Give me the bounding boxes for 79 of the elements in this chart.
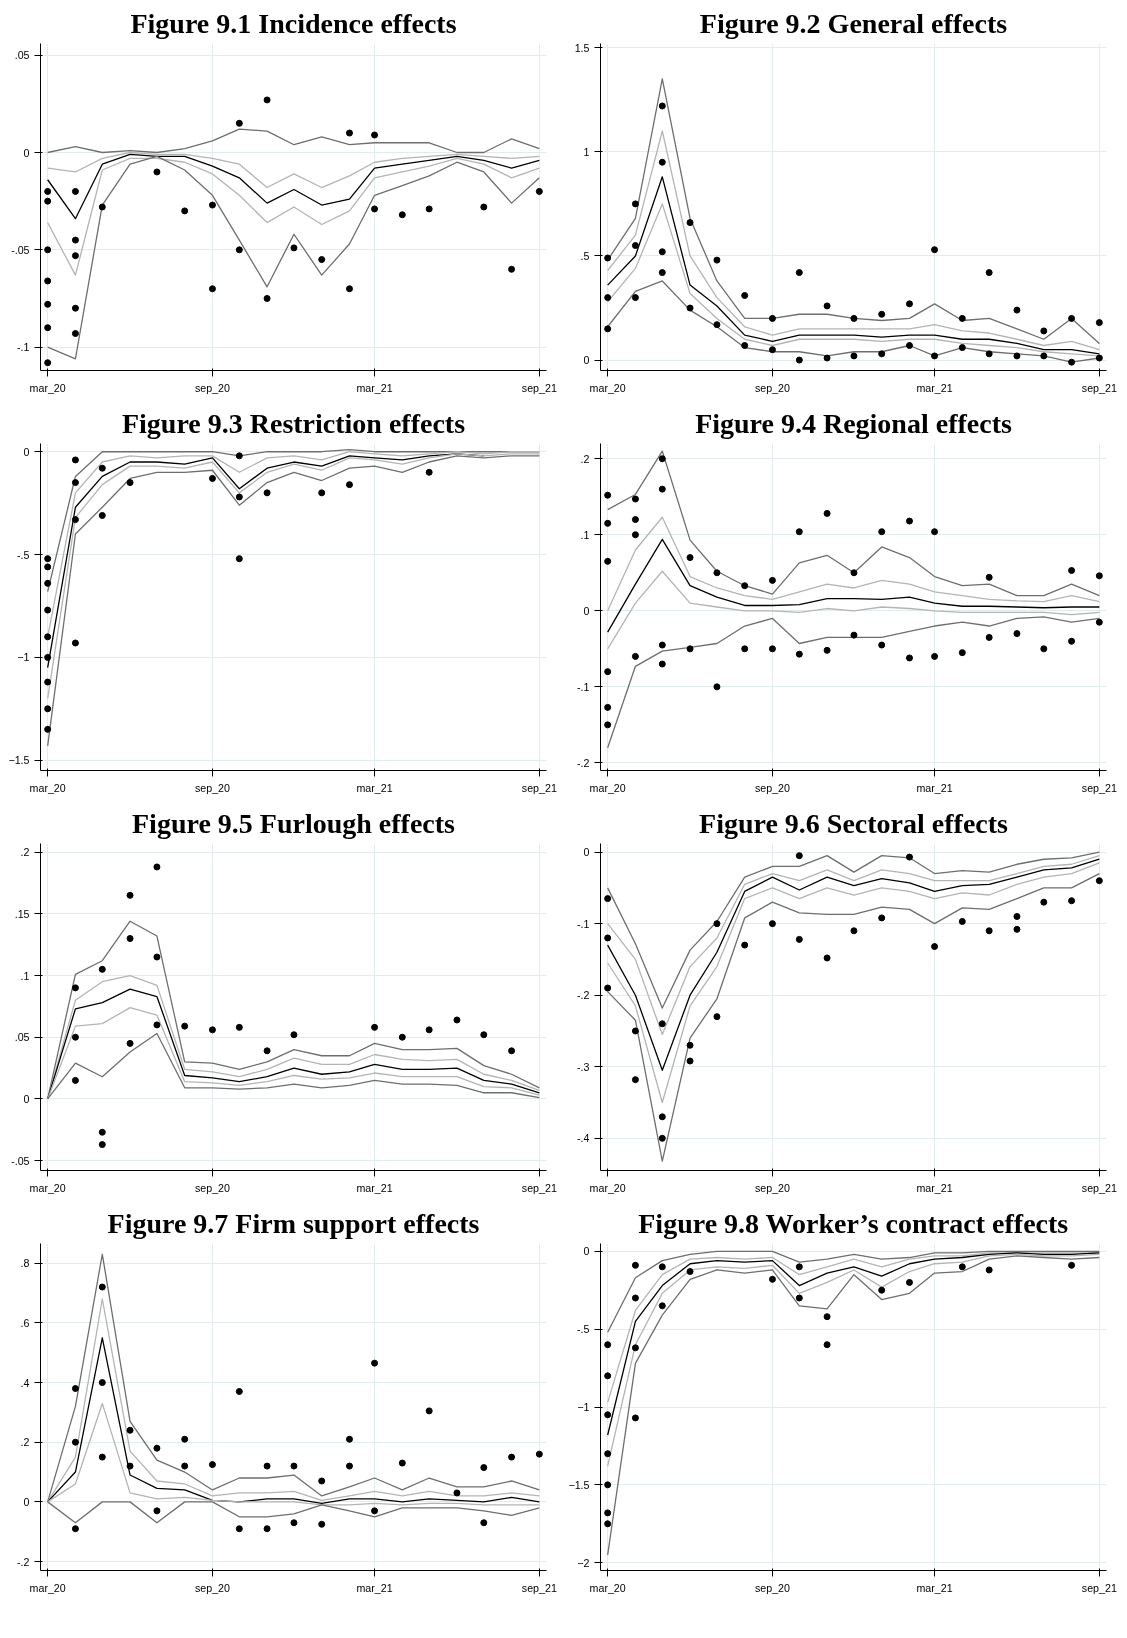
x-tick-label: mar_20 (589, 1581, 626, 1594)
y-tick-label: .15 (14, 907, 30, 920)
y-tick-label: 0 (23, 1495, 30, 1508)
x-tick-label: mar_20 (29, 1181, 66, 1194)
y-tick-label: .6 (20, 1316, 30, 1329)
y-tick-label: 0 (583, 846, 590, 859)
y-tick-label: .1 (580, 528, 590, 541)
x-tick-label: mar_20 (589, 1181, 626, 1194)
y-tick-label: −1.5 (8, 754, 30, 767)
y-tick-label: .5 (580, 249, 590, 262)
y-tick-label: .8 (20, 1257, 30, 1270)
x-tick-label: mar_21 (916, 1181, 953, 1194)
y-tick-label: -.05 (11, 1154, 30, 1167)
y-tick-label: −1.5 (568, 1478, 590, 1491)
y-tick-label: .05 (14, 49, 30, 62)
y-tick-label: .4 (20, 1376, 30, 1389)
y-tick-label: 0 (23, 445, 30, 458)
y-tick-label: −1 (17, 651, 30, 664)
x-tick-label: sep_20 (194, 1581, 230, 1594)
y-tick-label: -.2 (17, 1555, 30, 1568)
x-tick-label: mar_21 (916, 1581, 953, 1594)
x-tick-label: mar_21 (916, 381, 953, 394)
x-tick-label: sep_21 (1081, 1181, 1117, 1194)
x-tick-label: sep_21 (521, 381, 557, 394)
x-tick-label: sep_21 (521, 1581, 557, 1594)
y-tick-label: 1.5 (574, 41, 590, 54)
y-tick-label: .1 (20, 969, 30, 982)
x-tick-label: mar_20 (29, 781, 66, 794)
y-tick-label: -.05 (11, 243, 30, 256)
y-tick-label: .05 (14, 1031, 30, 1044)
chart-title: Figure 9.1 Incidence effects (130, 7, 457, 39)
chart-title: Figure 9.6 Sectoral effects (699, 807, 1009, 839)
x-tick-label: sep_21 (1081, 1581, 1117, 1594)
y-tick-label: .2 (580, 452, 590, 465)
x-tick-label: sep_20 (194, 381, 230, 394)
y-tick-label: -.1 (577, 917, 590, 930)
x-tick-label: mar_21 (356, 381, 393, 394)
x-tick-label: sep_21 (521, 1181, 557, 1194)
y-tick-label: 0 (583, 354, 590, 367)
y-tick-label: 1 (583, 145, 590, 158)
y-tick-label: −2 (577, 1556, 590, 1569)
x-tick-label: sep_20 (754, 781, 790, 794)
y-tick-label: .2 (20, 1436, 30, 1449)
y-tick-label: -.5 (17, 548, 30, 561)
y-tick-label: .2 (20, 846, 30, 859)
x-tick-label: sep_21 (521, 781, 557, 794)
chart-title: Figure 9.8 Worker’s contract effects (638, 1207, 1069, 1239)
y-tick-label: 0 (583, 1245, 590, 1258)
y-tick-label: -.4 (577, 1132, 590, 1145)
y-tick-label: -.1 (17, 341, 30, 354)
chart-title: Figure 9.4 Regional effects (695, 407, 1012, 439)
x-tick-label: mar_20 (589, 781, 626, 794)
x-tick-label: mar_21 (356, 1581, 393, 1594)
y-tick-label: -.2 (577, 989, 590, 1002)
y-tick-label: -.5 (577, 1323, 590, 1336)
chart-title: Figure 9.5 Furlough effects (132, 807, 456, 839)
x-tick-label: sep_20 (194, 781, 230, 794)
x-tick-label: sep_21 (1081, 381, 1117, 394)
y-tick-label: 0 (23, 146, 30, 159)
y-tick-label: -.3 (577, 1060, 590, 1073)
y-tick-label: -.1 (577, 680, 590, 693)
x-tick-label: sep_20 (754, 1581, 790, 1594)
x-tick-label: mar_21 (356, 781, 393, 794)
x-tick-label: sep_21 (1081, 781, 1117, 794)
x-tick-label: sep_20 (754, 1181, 790, 1194)
chart-title: Figure 9.2 General effects (699, 7, 1008, 39)
y-tick-label: -.2 (577, 756, 590, 769)
chart-title: Figure 9.3 Restriction effects (121, 407, 466, 439)
chart-title: Figure 9.7 Firm support effects (107, 1207, 480, 1239)
x-tick-label: sep_20 (754, 381, 790, 394)
x-tick-label: mar_21 (916, 781, 953, 794)
x-tick-label: mar_20 (589, 381, 626, 394)
x-tick-label: mar_21 (356, 1181, 393, 1194)
y-tick-label: 0 (583, 604, 590, 617)
y-tick-label: −1 (577, 1401, 590, 1413)
x-tick-label: mar_20 (29, 1581, 66, 1594)
x-tick-label: mar_20 (29, 381, 66, 394)
x-tick-label: sep_20 (194, 1181, 230, 1194)
y-tick-label: 0 (23, 1092, 30, 1105)
